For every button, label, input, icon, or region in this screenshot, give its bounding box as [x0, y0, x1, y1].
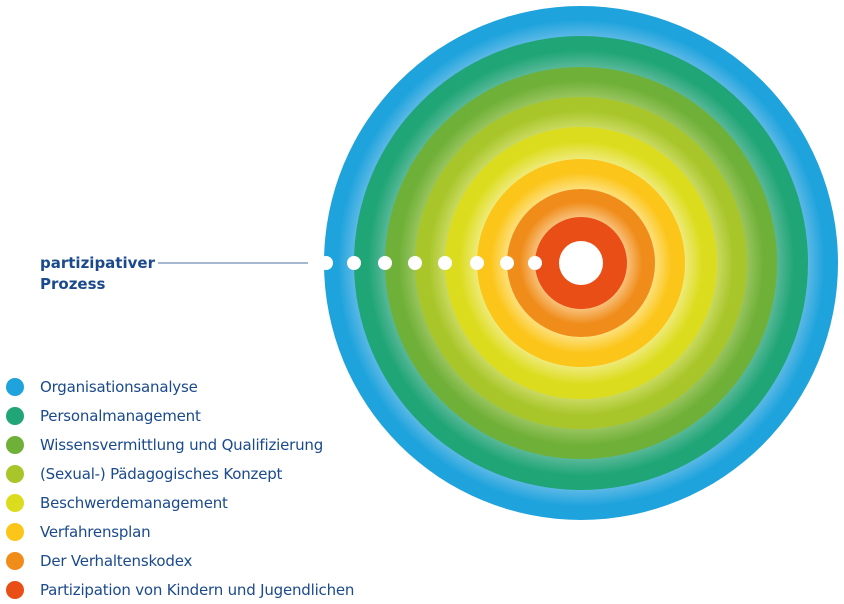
- legend-label: Verfahrensplan: [40, 522, 151, 541]
- legend-color-dot: [6, 580, 24, 599]
- legend-item: Personalmanagement: [6, 401, 354, 430]
- legend-item: Verfahrensplan: [6, 517, 354, 546]
- legend-color-dot: [6, 435, 24, 454]
- legend-label: Beschwerdemanagement: [40, 493, 228, 512]
- process-dot: [347, 256, 361, 270]
- process-dot: [438, 256, 452, 270]
- legend: Organisationsanalyse Personalmanagement Wi…: [6, 372, 354, 604]
- process-dot: [319, 256, 333, 270]
- legend-item: (Sexual-) Pädagogisches Konzept: [6, 459, 354, 488]
- legend-color-dot: [6, 377, 24, 396]
- legend-label: Organisationsanalyse: [40, 377, 198, 396]
- process-label-line2: Prozess: [40, 275, 106, 293]
- center-circle: [559, 241, 603, 285]
- legend-item: Partizipation von Kindern und Jugendlich…: [6, 575, 354, 604]
- process-dot: [528, 256, 542, 270]
- process-dot: [500, 256, 514, 270]
- legend-color-dot: [6, 493, 24, 512]
- process-dot: [470, 256, 484, 270]
- process-label-line1: partizipativer: [40, 254, 155, 272]
- legend-label: Personalmanagement: [40, 406, 201, 425]
- legend-label: Partizipation von Kindern und Jugendlich…: [40, 580, 355, 599]
- legend-item: Wissensvermittlung und Qualifizierung: [6, 430, 354, 459]
- legend-item: Beschwerdemanagement: [6, 488, 354, 517]
- legend-color-dot: [6, 522, 24, 541]
- legend-color-dot: [6, 464, 24, 483]
- process-dot: [408, 256, 422, 270]
- legend-label: (Sexual-) Pädagogisches Konzept: [40, 464, 283, 483]
- legend-label: Der Verhaltenskodex: [40, 551, 193, 570]
- legend-item: Organisationsanalyse: [6, 372, 354, 401]
- process-label: partizipativer Prozess: [40, 253, 155, 295]
- legend-color-dot: [6, 551, 24, 570]
- legend-color-dot: [6, 406, 24, 425]
- legend-item: Der Verhaltenskodex: [6, 546, 354, 575]
- legend-label: Wissensvermittlung und Qualifizierung: [40, 435, 324, 454]
- process-dot: [378, 256, 392, 270]
